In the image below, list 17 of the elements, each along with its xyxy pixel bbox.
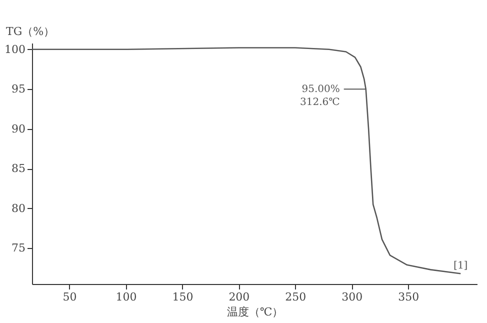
y-tick-label: 75 (12, 242, 26, 255)
y-tick-label: 90 (12, 122, 26, 136)
y-tick-label: 100 (4, 42, 26, 56)
y-axis-title: TG（%） (6, 25, 55, 38)
x-tick-label: 300 (342, 290, 363, 304)
x-tick-label: 50 (62, 290, 77, 304)
y-tick-label: 85 (12, 162, 26, 176)
x-tick-label: 100 (116, 290, 137, 304)
x-tick-label: 350 (398, 290, 420, 304)
y-tick-label: 95 (12, 82, 26, 96)
y-tick-label: 80 (12, 202, 26, 215)
x-tick-label: 200 (228, 290, 250, 304)
x-axis-title: 温度（℃） (226, 306, 284, 318)
annotation: [1] (454, 260, 468, 272)
x-tick-label: 150 (172, 290, 194, 304)
annotation: 95.00% 312.6℃ (300, 84, 340, 108)
x-tick-label: 250 (285, 290, 306, 304)
